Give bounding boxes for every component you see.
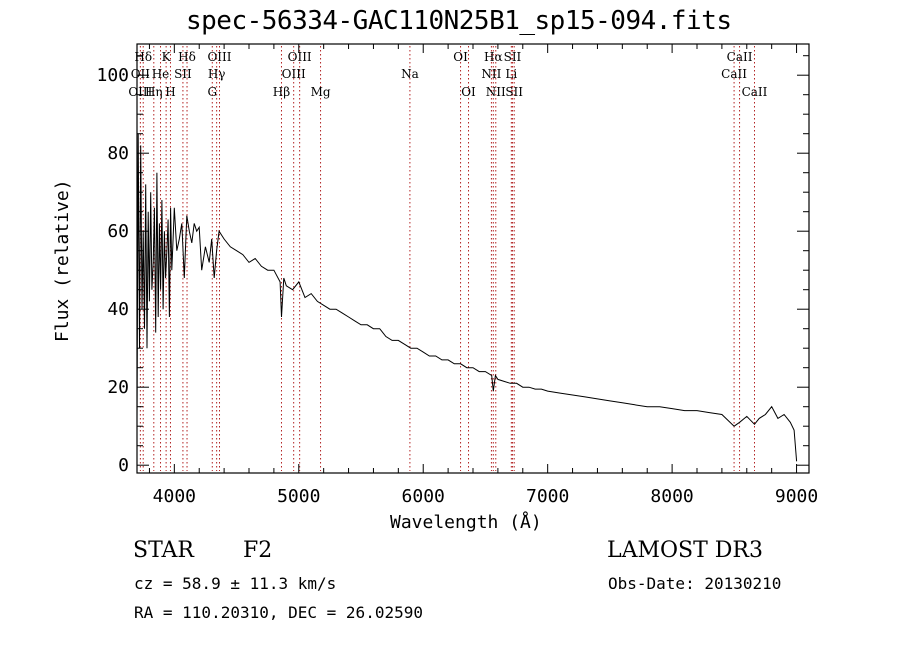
- x-axis: 4000 5000 6000 7000 8000 9000: [148, 44, 818, 507]
- marker-label: Na: [401, 67, 419, 81]
- y-tick-label: 60: [107, 221, 129, 242]
- marker-label: Hα: [484, 50, 503, 64]
- survey-name: LAMOST DR3: [607, 538, 763, 563]
- marker-label: CaII: [727, 50, 753, 64]
- object-subclass: F2: [243, 538, 273, 563]
- x-tick-label: 5000: [277, 486, 320, 507]
- y-axis: 0 20 40 60 80 100: [96, 55, 809, 476]
- marker-label: K: [162, 50, 172, 64]
- marker-label: OIII: [128, 85, 152, 99]
- flux-spectrum-line: [136, 133, 798, 462]
- marker-label: Hδ: [178, 50, 196, 64]
- marker-label: NII: [481, 67, 501, 81]
- x-tick-label: 8000: [650, 486, 693, 507]
- x-tick-label: 9000: [775, 486, 818, 507]
- marker-label: OIII: [207, 50, 231, 64]
- marker-label: G: [207, 85, 217, 99]
- marker-label: Mg: [311, 85, 331, 99]
- marker-label: OIII: [288, 50, 312, 64]
- y-tick-label: 100: [96, 65, 129, 86]
- marker-label: OI: [461, 85, 476, 99]
- obs-date: Obs-Date: 20130210: [608, 574, 782, 593]
- marker-label: Hη: [145, 85, 163, 99]
- plot-frame: [136, 43, 810, 474]
- y-tick-label: 40: [107, 299, 129, 320]
- marker-label: H: [165, 85, 175, 99]
- marker-label: Hβ: [273, 85, 290, 99]
- x-tick-label: 7000: [526, 486, 569, 507]
- y-tick-label: 80: [107, 143, 129, 164]
- y-tick-label: 0: [118, 455, 129, 476]
- y-axis-label: Flux (relative): [52, 179, 73, 342]
- marker-label: CaII: [742, 85, 768, 99]
- marker-label: OIII: [282, 67, 306, 81]
- x-tick-label: 6000: [402, 486, 445, 507]
- marker-label: Hγ: [208, 67, 226, 81]
- marker-label: He: [152, 67, 170, 81]
- x-tick-label: 4000: [153, 486, 196, 507]
- marker-label: CaII: [721, 67, 747, 81]
- marker-label: OI: [453, 50, 468, 64]
- emission-line-labels: Hδ OII OIII K He Hη SII H Hδ OIII Hγ G Hβ OIII OIII Mg N…: [128, 50, 767, 99]
- marker-label: Hδ: [134, 50, 152, 64]
- y-tick-label: 20: [107, 377, 129, 398]
- marker-label: OII: [131, 67, 151, 81]
- ra-dec-readout: RA = 110.20310, DEC = 26.02590: [134, 603, 423, 622]
- chart-title: spec-56334-GAC110N25B1_sp15-094.fits: [186, 6, 732, 36]
- object-class: STAR: [133, 538, 194, 563]
- marker-label: SII: [174, 67, 192, 81]
- marker-label: SII: [504, 50, 522, 64]
- marker-label: SII: [505, 85, 523, 99]
- redshift-readout: cz = 58.9 ± 11.3 km/s: [134, 574, 337, 593]
- marker-label: Li: [505, 67, 517, 81]
- marker-label: NII: [486, 85, 506, 99]
- x-axis-label: Wavelength (Å): [390, 512, 542, 533]
